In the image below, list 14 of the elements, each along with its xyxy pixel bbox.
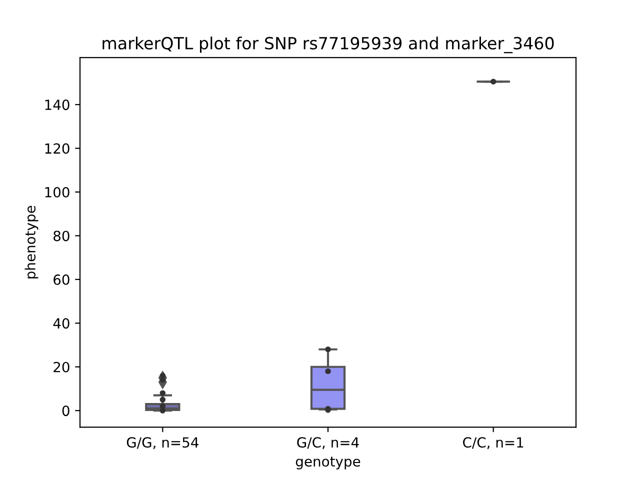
- y-axis-title: phenotype: [24, 206, 38, 278]
- x-tick-label: G/C, n=4: [297, 437, 359, 450]
- y-tick-label: 100: [45, 186, 70, 198]
- y-tick-label: 60: [54, 274, 70, 285]
- y-tick-label: 40: [53, 318, 70, 329]
- y-tick-label: 80: [54, 230, 70, 242]
- chart-title: markerQTL plot for SNP rs77195939 and marker_3460: [102, 36, 554, 54]
- x-tick-label: G/G, n=54: [126, 437, 198, 450]
- y-tick-label: 140: [45, 100, 70, 110]
- y-tick-label: 120: [45, 143, 70, 154]
- y-tick-label: 20: [54, 362, 70, 372]
- x-axis-title: genotype: [296, 456, 360, 470]
- x-tick-label: C/C, n=1: [463, 437, 524, 450]
- y-tick-label: 0: [62, 406, 70, 416]
